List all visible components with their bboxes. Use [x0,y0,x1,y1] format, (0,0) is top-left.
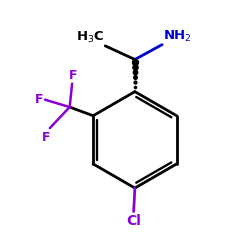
Text: F: F [69,69,78,82]
Text: NH$_2$: NH$_2$ [163,28,192,44]
Text: F: F [34,93,43,106]
Text: F: F [42,130,50,143]
Text: Cl: Cl [126,214,141,228]
Text: H$_3$C: H$_3$C [76,30,104,45]
